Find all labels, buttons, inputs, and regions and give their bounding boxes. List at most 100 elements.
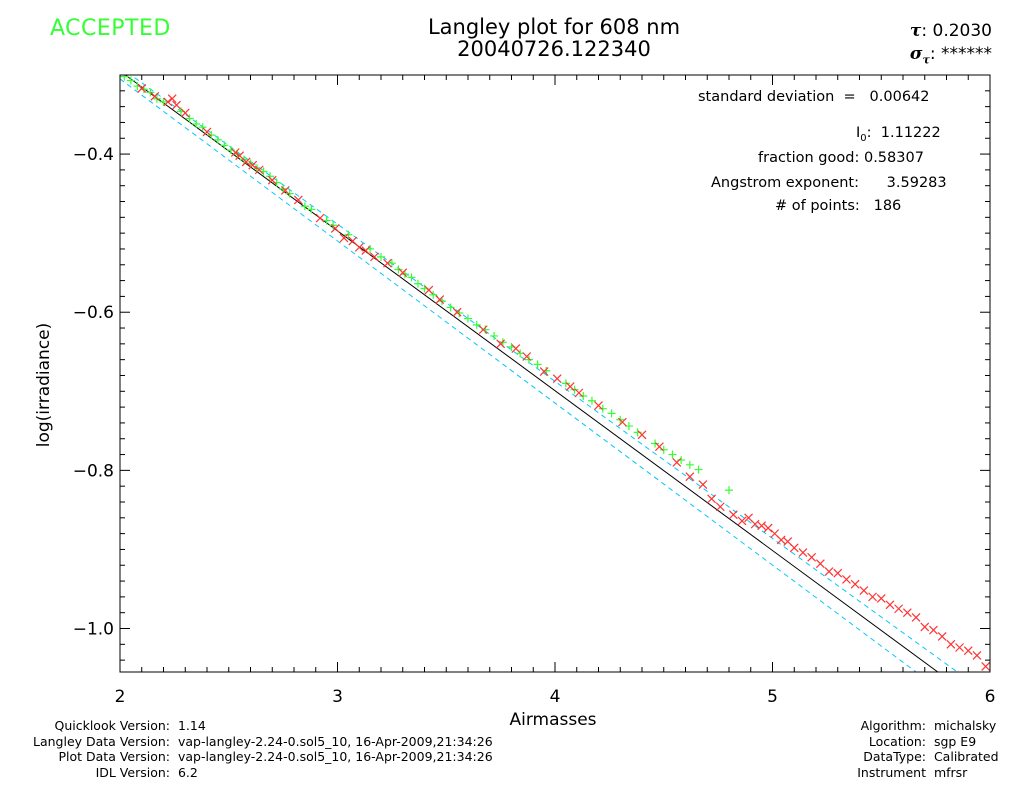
accepted-point [377,252,385,261]
footer-right: Algorithm: michalsky Location: sgp E9 Da… [846,718,999,780]
accepted-point [407,273,416,282]
rejected-point [254,165,264,175]
rejected-point [824,567,834,577]
accepted-point [266,172,275,181]
y-tick-label: −0.6 [73,303,114,323]
accepted-point [146,88,155,97]
rejected-point [685,472,695,482]
accepted-point [472,320,481,329]
footer-left-label: Quicklook Version: [54,718,170,733]
rejected-point [776,535,786,545]
rejected-point [172,100,181,110]
rejected-point [361,246,371,255]
rejected-point [398,268,408,278]
footer-right-label: Instrument [857,764,926,780]
points-readout: # of points: 186 [775,198,901,214]
footer-left-row: Langley Data Version: vap-langley-2.24-0… [0,734,493,750]
rejected-point [728,510,738,520]
x-tick-label: 2 [115,687,126,707]
accepted-point [413,279,422,288]
rejected-point [150,91,160,101]
accepted-point [185,114,194,123]
fraction-good-label: fraction good: [758,150,860,166]
footer-right-value: michalsky [933,718,997,733]
accepted-point [285,189,294,198]
lower-bound-line [120,78,917,672]
rejected-point [280,186,290,195]
accepted-point [207,131,216,140]
accepted-point [685,460,694,469]
footer-left-row: Quicklook Version: 1.14 [0,718,493,734]
accepted-point [159,97,168,106]
rejected-point [920,622,930,632]
points-label: # of points: [775,198,860,214]
footer-right-label: Location: [868,733,926,749]
std-dev-label: standard deviation [698,89,835,105]
x-tick-label: 6 [985,687,996,707]
x-tick-label: 3 [332,687,343,707]
x-tick-label: 5 [767,687,778,707]
footer-right-value: sgp E9 [933,733,977,749]
rejected-point [885,600,895,610]
rejected-point [807,552,817,562]
accepted-point [429,290,438,299]
footer-right-row: DataType: Calibrated [846,749,998,765]
rejected-point [654,442,664,452]
footer-left-label: Langley Data Version: [32,733,170,749]
i0-value: 1.11222 [880,125,941,141]
std-dev-equals: = [843,89,856,105]
accepted-point [659,445,668,454]
std-dev-value: 0.00642 [869,89,930,105]
rejected-point [707,494,717,504]
rejected-point [267,175,277,185]
footer-left-value: vap-langley-2.24-0.sol5_10, 16-Apr-2009,… [177,749,493,764]
rejected-point [929,625,938,635]
rejected-point [452,307,462,317]
rejected-point [763,523,773,533]
rejected-point [698,480,708,490]
accepted-point [126,76,135,85]
rejected-point [850,579,860,589]
rejected-point [876,594,886,603]
fraction-good-value: 0.58307 [863,150,924,166]
sigma-tau-readout: στ: ****** [909,44,992,67]
footer-left-label: Plot Data Version: [58,749,170,764]
rejected-point [798,548,808,558]
accepted-point [725,486,733,495]
fit-line [124,75,939,672]
rejected-point [618,417,627,427]
rejected-point [435,295,445,304]
i0-subscript: 0 [860,132,867,144]
rejected-point [859,586,869,595]
data-points [120,75,990,671]
rejected-point [833,568,843,578]
angstrom-readout: Angstrom exponent: 3.59283 [711,175,947,191]
rejected-point [937,631,947,641]
regression-line [124,75,939,672]
footer-right-value: mfrsr [933,764,968,780]
rejected-point [842,575,851,584]
accepted-point [524,355,533,364]
rejected-point [972,650,982,660]
accepted-point [561,379,570,388]
footer-left-row: Plot Data Version: vap-langley-2.24-0.so… [0,749,493,765]
rejected-point [894,604,904,614]
accepted-point [307,205,316,214]
accepted-point [570,385,579,394]
footer-left: Quicklook Version: 1.14 Langley Data Ver… [0,718,493,780]
fraction-good-readout: fraction good: 0.58307 [758,150,924,166]
rejected-point [911,613,921,622]
accepted-point [300,202,309,211]
accepted-point [587,396,596,405]
tau-readout: τ: 0.2030 [909,21,992,41]
accepted-point [598,404,607,413]
rejected-point [789,543,799,553]
plot-title-line2: 20040726.122340 [457,37,651,61]
rejected-point [230,148,240,157]
rejected-point [963,646,973,656]
points-value: 186 [873,198,902,214]
rejected-point [955,643,964,652]
footer-right-label: Algorithm: [860,718,926,733]
footer-right-row: Algorithm: michalsky [846,718,999,734]
